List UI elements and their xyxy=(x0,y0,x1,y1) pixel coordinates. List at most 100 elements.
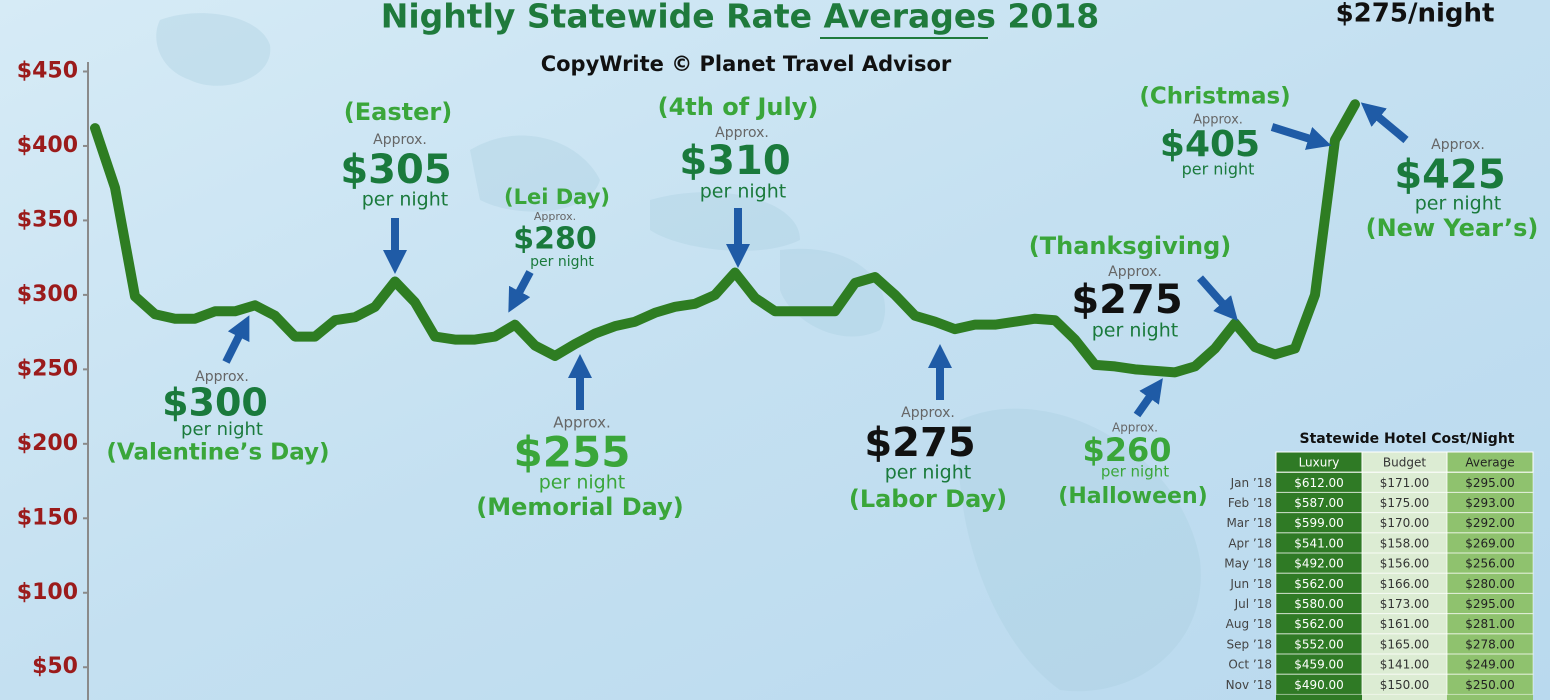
table-cell-text: $165.00 xyxy=(1380,637,1430,651)
annotation-price: $275 xyxy=(1071,277,1182,323)
table-row-label: Oct ’18 xyxy=(1228,658,1272,672)
y-tick-label: $450 xyxy=(17,58,78,83)
annotation-holiday: (Christmas) xyxy=(1139,84,1290,110)
annotation-per-night: per night xyxy=(1182,160,1255,179)
table-row-label: May ’18 xyxy=(1224,557,1272,571)
table-cell-text: $280.00 xyxy=(1465,577,1515,591)
corner-note: $275/night xyxy=(1336,0,1495,29)
annotation-holiday: (Valentine’s Day) xyxy=(106,440,329,466)
annotation-arrow xyxy=(508,270,534,313)
table-cell-text: $173.00 xyxy=(1380,597,1430,611)
table-row-label: Jul ’18 xyxy=(1234,597,1272,611)
table-cell-text: $170.00 xyxy=(1380,516,1430,530)
table-cell-text: $256.00 xyxy=(1465,557,1515,571)
y-tick-label: $100 xyxy=(17,580,78,605)
table-cell-text: $599.00 xyxy=(1294,516,1344,530)
table-cell-text: $269.00 xyxy=(1465,536,1515,550)
table-cell-text: $295.00 xyxy=(1465,476,1515,490)
annotation-per-night: per night xyxy=(1092,320,1178,342)
annotation-holiday: (Lei Day) xyxy=(504,185,610,209)
annotation-per-night: per night xyxy=(530,254,594,270)
table-cell-text: $141.00 xyxy=(1380,658,1430,672)
table-row-label: Aug ’18 xyxy=(1226,617,1272,631)
table-cell-text: $552.00 xyxy=(1294,637,1344,651)
table-cell-text: $250.00 xyxy=(1465,678,1515,692)
annotation-approx: Approx. xyxy=(1431,137,1485,153)
table-cell-text: $562.00 xyxy=(1294,577,1344,591)
annotation-approx: Approx. xyxy=(373,132,427,148)
annotation-holiday: (Easter) xyxy=(344,98,452,126)
table-row-label: Jan ’18 xyxy=(1230,476,1272,490)
table-cell-text: $295.00 xyxy=(1465,597,1515,611)
rate-line xyxy=(90,99,1360,378)
chart-title: Nightly Statewide Rate Averages 2018 xyxy=(381,0,1100,36)
annotation-arrow xyxy=(1133,378,1163,418)
annotation-holiday: (New Year’s) xyxy=(1366,214,1539,242)
annotation-price: $305 xyxy=(340,147,451,193)
annotation-holiday: (4th of July) xyxy=(658,93,819,121)
annotation-approx: Approx. xyxy=(195,369,249,385)
annotation-per-night: per night xyxy=(1415,193,1501,215)
annotation-approx: Approx. xyxy=(1112,421,1158,435)
table-cell-text: $459.00 xyxy=(1294,658,1344,672)
annotation-per-night: per night xyxy=(362,189,448,211)
table-title: Statewide Hotel Cost/Night xyxy=(1300,431,1515,447)
annotation-holiday: (Halloween) xyxy=(1058,484,1207,509)
table-cell-text: $293.00 xyxy=(1465,496,1515,510)
annotation-price: $310 xyxy=(679,138,790,184)
table-cell-text: $587.00 xyxy=(1294,496,1344,510)
table-cell-text: $166.00 xyxy=(1380,577,1430,591)
table-cell-text: $490.00 xyxy=(1294,678,1344,692)
table-column-bg xyxy=(1362,452,1447,700)
annotation-per-night: per night xyxy=(885,462,971,484)
cost-table: Statewide Hotel Cost/Night Luxury Budget Av… xyxy=(1224,431,1534,700)
table-cell-text: $492.00 xyxy=(1294,557,1344,571)
annotation-approx: Approx. xyxy=(553,414,611,432)
table-cell-text: $281.00 xyxy=(1465,617,1515,631)
table-row-label: Nov ’18 xyxy=(1226,678,1272,692)
annotation-price: $275 xyxy=(864,420,975,466)
annotation-arrow xyxy=(1197,275,1238,321)
table-cell-text: $171.00 xyxy=(1380,476,1430,490)
annotation-per-night: per night xyxy=(539,472,625,494)
annotation-holiday: (Memorial Day) xyxy=(476,493,683,521)
table-cell-text: $278.00 xyxy=(1465,637,1515,651)
annotation-holiday: (Thanksgiving) xyxy=(1029,232,1231,260)
table-cell-text: $150.00 xyxy=(1380,678,1430,692)
annotation-approx: Approx. xyxy=(1108,264,1162,280)
table-cell-text: $156.00 xyxy=(1380,557,1430,571)
table-row-label: Feb ’18 xyxy=(1228,496,1272,510)
table-cell xyxy=(1446,673,1534,695)
table-cell-text: $249.00 xyxy=(1465,658,1515,672)
annotation-arrow xyxy=(222,315,250,364)
table-cell-text: $562.00 xyxy=(1294,617,1344,631)
y-tick-label: $400 xyxy=(17,133,78,158)
table-row-label: Jun ’18 xyxy=(1229,577,1272,591)
subtitle: CopyWrite © Planet Travel Advisor xyxy=(541,52,952,76)
y-tick-label: $200 xyxy=(17,431,78,456)
table-header: Budget xyxy=(1383,456,1426,470)
map-decoration xyxy=(156,13,1201,692)
table-column-bg xyxy=(1447,452,1533,700)
annotation-per-night: per night xyxy=(700,181,786,203)
table-cell-text: $580.00 xyxy=(1294,597,1344,611)
table-row-label: Apr ’18 xyxy=(1228,536,1272,550)
annotation-holiday: (Labor Day) xyxy=(849,485,1007,513)
annotation-per-night: per night xyxy=(1101,463,1169,481)
annotation-approx: Approx. xyxy=(901,405,955,421)
annotation-arrow xyxy=(1360,102,1409,144)
annotation-price: $280 xyxy=(513,222,597,257)
annotation-price: $255 xyxy=(514,428,631,477)
table-header: Luxury xyxy=(1299,456,1340,470)
